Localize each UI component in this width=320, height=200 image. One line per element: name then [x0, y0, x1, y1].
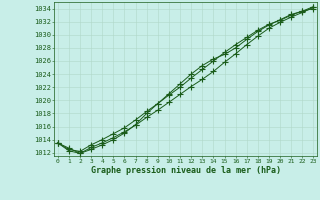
X-axis label: Graphe pression niveau de la mer (hPa): Graphe pression niveau de la mer (hPa)	[91, 166, 281, 175]
